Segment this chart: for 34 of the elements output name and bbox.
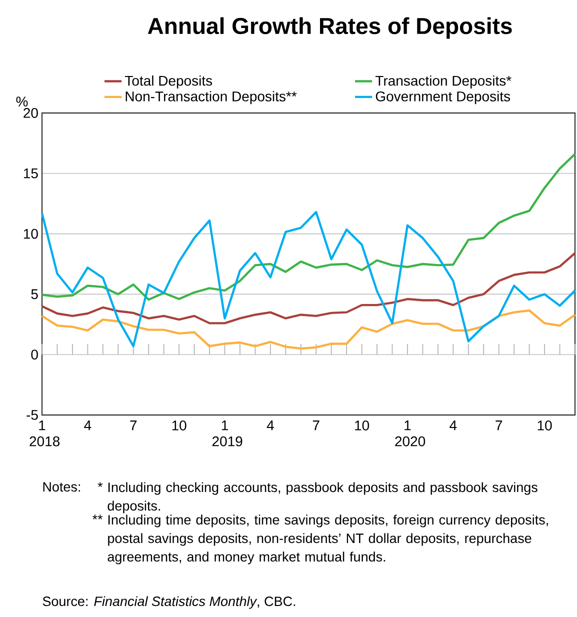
line-series xyxy=(40,309,576,350)
text: Including checking accounts, passbook deposits and passbook savings deposits. xyxy=(108,482,538,514)
x-tick-label: 7 xyxy=(496,420,502,430)
line-series xyxy=(40,210,576,348)
x-tick-label: 10 xyxy=(355,420,370,430)
y-tick-label: -5 xyxy=(26,410,38,420)
x-tick-label: 4 xyxy=(450,420,457,430)
x-tick-label: 1 2018 xyxy=(30,420,60,446)
x-tick-label: 7 xyxy=(312,420,320,430)
legend-label: Transaction Deposits* xyxy=(375,75,512,89)
line-series xyxy=(40,152,576,301)
text: Including time deposits, time savings deposits, foreign currency deposits, postal savings deposits, non-residents’ NT dollar deposits, repurchase agreements, and money market mutual funds. xyxy=(108,514,548,564)
text: Notes: xyxy=(43,482,80,492)
text: * xyxy=(98,482,103,487)
y-tick-label: 0 xyxy=(31,350,38,360)
line-series xyxy=(40,252,576,324)
y-tick-label: 5 xyxy=(31,289,38,300)
x-tick-label: 10 xyxy=(538,420,552,430)
x-tick-label: 7 xyxy=(130,420,137,430)
y-tick-label: 15 xyxy=(24,168,38,178)
y-tick-label: 10 xyxy=(24,228,38,239)
x-tick-label: 4 xyxy=(84,420,92,430)
y-axis-title: % xyxy=(16,96,28,106)
legend-label: Government Deposits xyxy=(376,91,510,104)
legend-label: Non-Transaction Deposits** xyxy=(126,91,297,104)
x-tick-label: 4 xyxy=(266,420,274,430)
x-tick-label: 1 2019 xyxy=(212,420,242,446)
x-tick-label: 10 xyxy=(172,420,186,430)
x-tick-label: 1 2020 xyxy=(395,420,426,446)
source-note: Source: Financial Statistics Monthly, CBC. xyxy=(42,596,296,609)
legend-label: Total Deposits xyxy=(124,75,212,89)
y-tick-label: 20 xyxy=(24,108,38,118)
chart-title: Annual Growth Rates of Deposits xyxy=(148,17,512,39)
text: ** xyxy=(92,514,103,520)
